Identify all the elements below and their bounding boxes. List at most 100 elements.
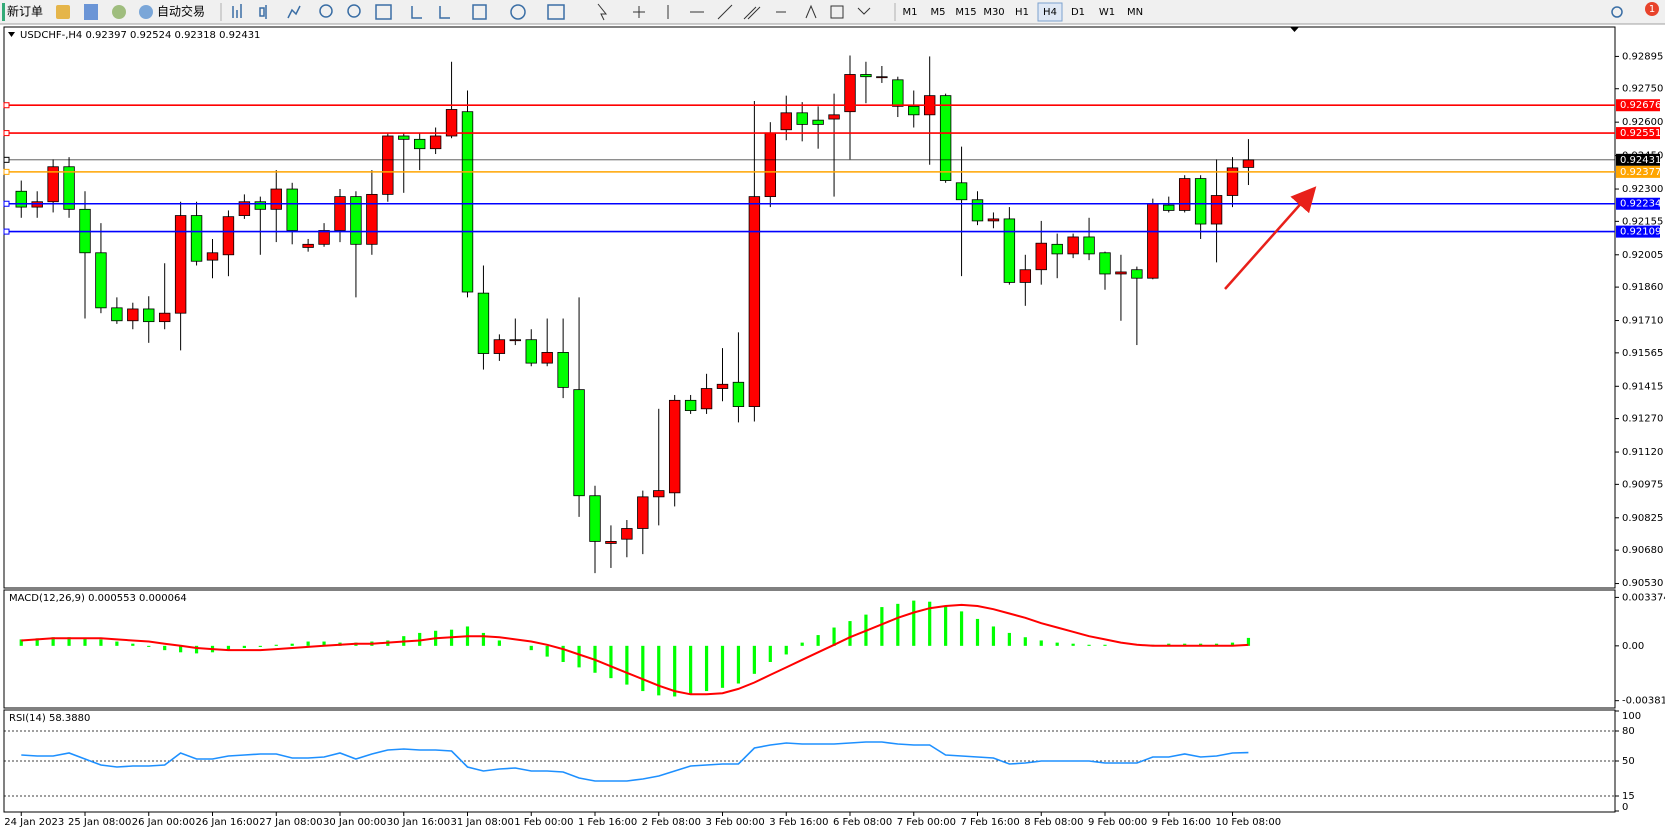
candle-body	[158, 312, 171, 323]
level-handle[interactable]	[3, 168, 10, 175]
y-tick-label: 0.90825	[1622, 513, 1663, 524]
level-label: 0.92431	[1620, 155, 1661, 166]
y-tick-label: 0.90975	[1622, 479, 1663, 490]
level-handle[interactable]	[3, 156, 10, 163]
candle-body	[589, 495, 601, 542]
macd-bar	[561, 645, 565, 662]
macd-bar	[242, 645, 246, 648]
auto-trading-button[interactable]: 自动交易	[139, 4, 205, 20]
icon[interactable]	[717, 4, 733, 20]
x-tick-label: 30 Jan 16:00	[387, 817, 450, 828]
level-handle[interactable]	[3, 228, 10, 235]
level-label: 0.92377	[1620, 167, 1661, 178]
y-tick-label: 0.00	[1622, 641, 1644, 652]
icon[interactable]	[743, 6, 761, 20]
macd-bar	[1103, 644, 1107, 646]
y-tick-label: 0.92300	[1622, 184, 1663, 195]
title-marker[interactable]	[8, 32, 15, 37]
candle-body	[174, 215, 187, 314]
x-tick-label: 3 Feb 16:00	[769, 817, 828, 828]
icon[interactable]	[375, 4, 392, 20]
icon[interactable]	[472, 4, 487, 20]
timeframe-button[interactable]: M1	[903, 7, 918, 18]
auto-trading-label: 自动交易	[157, 4, 205, 19]
icon[interactable]	[319, 4, 333, 18]
macd-bar	[641, 645, 645, 692]
macd-bar	[784, 645, 788, 655]
icon[interactable]	[547, 4, 565, 20]
timeframe-button[interactable]: M15	[955, 7, 976, 18]
macd-bar	[1246, 637, 1251, 646]
candle-body	[908, 105, 920, 116]
icon[interactable]	[112, 5, 126, 19]
level-label-bg	[1616, 197, 1660, 210]
candle-body	[238, 201, 251, 216]
candle-body	[382, 135, 394, 195]
candle-body	[111, 307, 123, 322]
timeframe-button[interactable]: W1	[1099, 7, 1115, 18]
level-handle[interactable]	[3, 130, 10, 137]
candle-body	[254, 201, 267, 210]
icon[interactable]	[287, 5, 301, 19]
icon[interactable]	[84, 4, 98, 20]
icon[interactable]	[232, 4, 242, 18]
timeframe-button[interactable]: M30	[983, 7, 1004, 18]
macd-bar	[1071, 643, 1075, 646]
search-icon[interactable]	[1611, 6, 1623, 18]
candle-body	[541, 352, 553, 364]
timeframe-button[interactable]: M5	[931, 7, 946, 18]
macd-bar	[115, 641, 119, 646]
level-label-bg	[1616, 153, 1660, 166]
x-tick-label: 9 Feb 00:00	[1088, 817, 1147, 828]
timeframe-button[interactable]: H4	[1043, 7, 1057, 18]
y-tick-label: 0.90530	[1622, 578, 1663, 589]
candle-body	[398, 135, 410, 140]
icon[interactable]	[510, 4, 526, 20]
macd-bar	[991, 626, 996, 646]
macd-bar	[274, 644, 278, 646]
macd-bar	[83, 638, 87, 646]
level-handle[interactable]	[3, 200, 10, 207]
macd-bar	[99, 639, 103, 646]
macd-bar	[1023, 637, 1027, 646]
candle-body	[1115, 271, 1127, 275]
candle-body	[716, 383, 729, 389]
timeframe-button[interactable]: D1	[1071, 7, 1085, 18]
candle-body	[493, 339, 506, 354]
candle-body	[892, 79, 904, 107]
chart-shift-marker[interactable]	[1290, 27, 1299, 32]
icon[interactable]	[633, 6, 645, 18]
chart-window: 0.928950.927500.926000.924500.923000.921…	[3, 26, 1665, 828]
icon[interactable]	[439, 6, 450, 19]
new-order-label: 新订单	[7, 4, 43, 19]
candle-body	[700, 388, 713, 410]
macd-bar	[689, 645, 693, 695]
candle-body	[143, 308, 155, 323]
alerts-badge[interactable]	[1645, 2, 1659, 16]
icon[interactable]	[411, 6, 422, 19]
candle-body	[366, 193, 378, 245]
icon[interactable]	[347, 4, 361, 18]
icon[interactable]	[259, 5, 267, 19]
candle-body	[573, 389, 585, 497]
timeframe-button[interactable]: MN	[1127, 7, 1143, 18]
macd-bar	[418, 632, 422, 646]
x-tick-label: 2 Feb 08:00	[642, 817, 701, 828]
level-handle[interactable]	[3, 102, 10, 109]
macd-bar	[625, 645, 629, 685]
candle-body	[1131, 269, 1143, 279]
candle-body	[445, 109, 458, 137]
icon[interactable]	[830, 5, 844, 19]
macd-bar	[768, 645, 772, 662]
candle-body	[860, 74, 872, 78]
level-label-bg	[1616, 127, 1660, 140]
icon[interactable]	[597, 3, 608, 21]
new-order-button[interactable]: 新订单	[2, 3, 43, 21]
y-tick-label: 15	[1622, 791, 1635, 802]
icon[interactable]	[805, 4, 817, 19]
icon[interactable]	[857, 7, 871, 15]
timeframe-button[interactable]: H1	[1015, 7, 1029, 18]
macd-signal	[21, 603, 1249, 696]
icon[interactable]	[56, 5, 70, 19]
x-tick-label: 31 Jan 08:00	[451, 817, 514, 828]
